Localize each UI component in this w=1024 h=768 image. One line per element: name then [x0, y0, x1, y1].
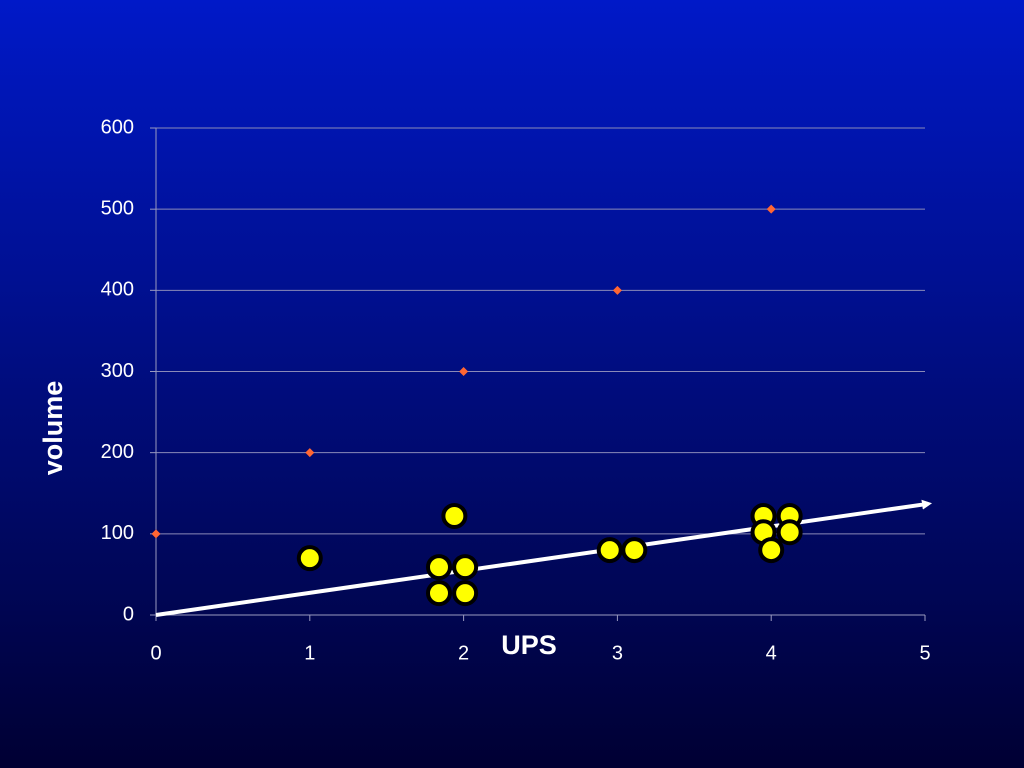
point [776, 519, 803, 546]
y-axis-title: volume [38, 381, 68, 476]
point [425, 580, 452, 607]
point [621, 537, 648, 564]
point [441, 502, 468, 529]
y-tick-label: 400 [101, 279, 134, 301]
point [305, 448, 315, 458]
point [596, 537, 623, 564]
y-tick-label: 0 [123, 603, 134, 625]
x-tick-label: 0 [150, 642, 161, 664]
y-tick-label: 200 [101, 441, 134, 463]
point [452, 580, 479, 607]
y-tick-label: 100 [101, 522, 134, 544]
y-tick-label: 600 [101, 116, 134, 138]
point [766, 204, 776, 214]
x-tick-label: 1 [304, 642, 315, 664]
point [452, 554, 479, 581]
y-tick-label: 300 [101, 360, 134, 382]
point [612, 285, 622, 295]
point [425, 554, 452, 581]
x-tick-label: 2 [458, 642, 469, 664]
point [758, 537, 785, 564]
x-tick-label: 4 [766, 642, 777, 664]
x-tick-label: 5 [919, 642, 930, 664]
point [296, 545, 323, 572]
y-tick-label: 500 [101, 197, 134, 219]
x-tick-label: 3 [612, 642, 623, 664]
x-axis-title: UPS [501, 630, 557, 660]
point [459, 367, 469, 376]
point [151, 529, 161, 539]
